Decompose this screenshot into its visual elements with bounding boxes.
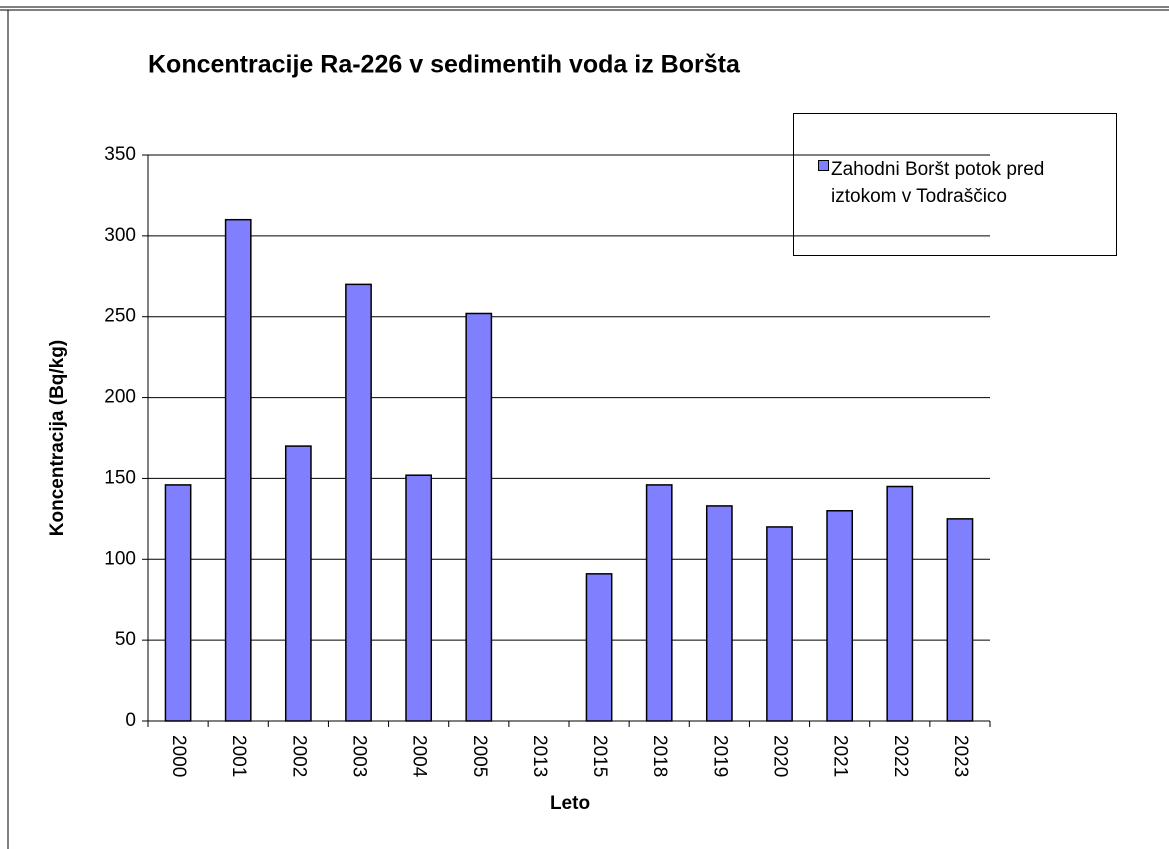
- bar: [465, 312, 493, 722]
- y-tick-label: 350: [104, 144, 136, 165]
- y-tick-label: 50: [115, 629, 136, 650]
- bar: [766, 526, 793, 722]
- x-tick-label: 2000: [168, 735, 189, 777]
- bar: [284, 445, 312, 722]
- y-tick-label: 200: [104, 387, 136, 408]
- y-tick-label: 100: [104, 548, 136, 569]
- legend-swatch: [818, 160, 829, 171]
- x-tick-label: 2023: [950, 735, 971, 777]
- bar: [645, 484, 673, 722]
- x-tick-label: 2022: [890, 735, 911, 777]
- x-tick-label: 2019: [709, 735, 730, 777]
- x-tick-label: 2013: [529, 735, 550, 777]
- x-axis-label: Leto: [550, 793, 590, 814]
- bar: [345, 283, 372, 722]
- bar: [705, 505, 733, 722]
- bar: [164, 484, 192, 722]
- chart-title: Koncentracije Ra-226 v sedimentih voda i…: [148, 51, 741, 79]
- x-tick-label: 2002: [288, 735, 309, 777]
- x-tick-label: 2015: [589, 735, 610, 777]
- bar: [405, 474, 433, 722]
- x-tick-label: 2005: [469, 735, 490, 777]
- bar: [886, 485, 914, 722]
- y-tick-label: 150: [104, 467, 136, 488]
- y-axis-label: Koncentracija (Bq/kg): [47, 340, 68, 536]
- y-tick-label: 0: [125, 710, 136, 731]
- bar: [585, 573, 613, 722]
- legend: Zahodni Boršt potok pred iztokom v Todra…: [793, 113, 1117, 256]
- x-tick-label: 2020: [769, 735, 790, 777]
- x-tick-label: 2021: [830, 735, 851, 777]
- x-tick-label: 2004: [409, 735, 430, 778]
- x-tick-label: 2018: [649, 735, 670, 777]
- y-tick-label: 250: [104, 306, 136, 327]
- bar: [826, 510, 854, 722]
- x-tick-label: 2003: [348, 735, 369, 777]
- legend-label: Zahodni Boršt potok pred iztokom v Todra…: [831, 159, 1045, 207]
- x-tick-label: 2001: [228, 735, 249, 777]
- bar: [946, 518, 974, 722]
- bar: [224, 218, 252, 722]
- y-tick-label: 300: [104, 225, 136, 246]
